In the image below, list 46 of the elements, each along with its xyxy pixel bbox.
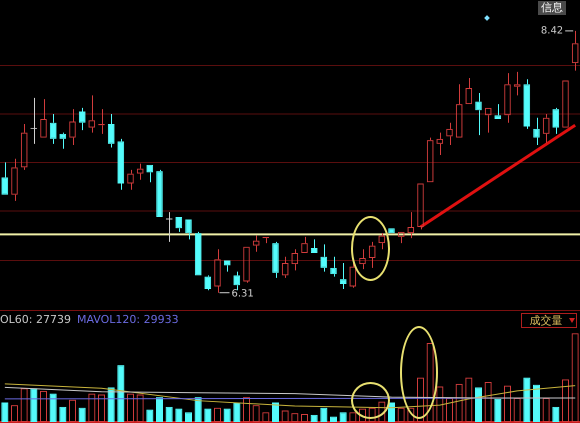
bar bbox=[1, 402, 8, 422]
annotation: 6.31 bbox=[232, 288, 254, 300]
bar bbox=[78, 408, 86, 422]
bar bbox=[204, 408, 212, 422]
bar bbox=[388, 402, 395, 422]
candlestick bbox=[60, 132, 66, 150]
candlestick bbox=[475, 92, 482, 136]
bar bbox=[30, 388, 38, 422]
bar bbox=[523, 378, 530, 422]
candlestick bbox=[533, 117, 540, 146]
candlestick bbox=[108, 114, 114, 148]
candlestick bbox=[185, 220, 192, 240]
bar bbox=[50, 394, 57, 422]
bar bbox=[59, 406, 66, 422]
bar bbox=[224, 408, 231, 422]
candlestick bbox=[524, 78, 530, 130]
text: 信息 bbox=[538, 1, 566, 15]
bar bbox=[494, 398, 502, 422]
bar bbox=[533, 384, 540, 422]
bar bbox=[156, 397, 163, 422]
bar bbox=[272, 402, 279, 422]
bar bbox=[175, 408, 182, 422]
annotation: 8.42 bbox=[540, 25, 564, 36]
bar bbox=[117, 365, 124, 422]
candlestick bbox=[78, 107, 86, 131]
bar bbox=[146, 410, 154, 422]
candlestick bbox=[272, 241, 279, 278]
bar bbox=[320, 408, 328, 422]
candlestick bbox=[552, 107, 560, 134]
text: 成交量 bbox=[530, 314, 562, 327]
candlestick bbox=[50, 114, 56, 144]
text: MAVOL120: 29933 bbox=[76, 313, 179, 326]
candlestick bbox=[224, 260, 230, 272]
bar bbox=[194, 397, 202, 422]
bar bbox=[475, 387, 482, 422]
candlestick bbox=[340, 262, 346, 290]
candlestick bbox=[320, 244, 328, 272]
bar bbox=[108, 387, 115, 422]
text: OL60: 27739 bbox=[0, 313, 71, 326]
candlestick bbox=[330, 256, 337, 278]
bar bbox=[233, 402, 240, 422]
candlestick bbox=[2, 162, 8, 195]
bar bbox=[552, 406, 560, 422]
bar bbox=[166, 406, 173, 422]
candlestick bbox=[176, 217, 182, 232]
candlestick bbox=[118, 138, 124, 190]
